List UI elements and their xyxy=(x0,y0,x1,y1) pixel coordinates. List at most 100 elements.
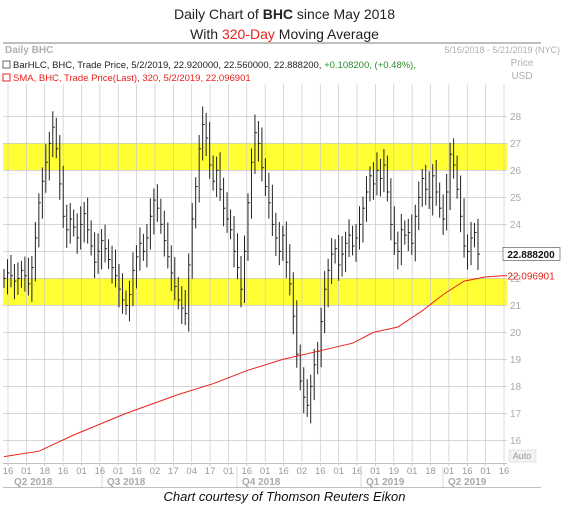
last-price-label: 22.888200 xyxy=(507,250,555,261)
price-bar xyxy=(156,184,160,222)
axis-title-price: Price xyxy=(511,58,534,69)
price-bar xyxy=(101,228,104,270)
price-bar xyxy=(338,234,341,281)
price-bar xyxy=(306,379,310,417)
date-range-label: 5/16/2018 - 5/21/2019 (NYC) xyxy=(444,45,560,55)
y-tick-label: 18 xyxy=(510,382,522,393)
price-bar xyxy=(352,225,355,256)
y-tick-label: 25 xyxy=(510,193,522,204)
price-bar xyxy=(425,164,428,206)
legend-change: +0.108200, (+0.48%), xyxy=(324,60,416,71)
quarter-label: Q3 2018 xyxy=(107,477,146,488)
price-bar xyxy=(460,175,463,233)
price-bar xyxy=(10,254,13,288)
price-bar xyxy=(135,245,139,289)
price-bar xyxy=(184,290,188,326)
price-bar xyxy=(324,271,327,334)
price-bar xyxy=(292,272,296,335)
chart-title-line2: With 320-Day Moving Average xyxy=(190,26,379,42)
price-bar xyxy=(31,255,34,302)
y-tick-label: 22 xyxy=(510,274,522,285)
price-bar xyxy=(327,258,331,308)
price-bar xyxy=(421,169,425,207)
price-bar xyxy=(52,111,55,158)
price-bar xyxy=(432,164,435,216)
auto-scale-button[interactable] xyxy=(508,449,537,463)
price-bar xyxy=(24,256,27,292)
quarter-label: Q1 2019 xyxy=(366,477,405,488)
price-bar xyxy=(66,204,69,248)
price-bar xyxy=(365,176,369,222)
price-bar xyxy=(209,122,212,179)
x-tick-label: 04 xyxy=(186,466,197,477)
sma-value-label: 22.096901 xyxy=(507,271,555,282)
price-bar xyxy=(240,255,243,308)
y-tick-label: 24 xyxy=(510,220,522,231)
price-bar xyxy=(348,219,352,258)
price-bar xyxy=(223,177,226,227)
price-bar xyxy=(247,193,250,261)
price-bar xyxy=(250,148,254,219)
price-bar xyxy=(397,231,400,270)
x-tick-label: 01 xyxy=(260,466,271,477)
price-bar xyxy=(362,196,365,243)
price-bar xyxy=(446,173,449,231)
price-bar xyxy=(261,127,264,182)
x-tick-label: 01 xyxy=(444,466,455,477)
price-bar xyxy=(20,260,24,288)
x-tick-label: 16 xyxy=(131,466,142,477)
price-bar xyxy=(139,227,142,271)
x-tick-label: 02 xyxy=(297,466,308,477)
x-tick-label: 01 xyxy=(370,466,381,477)
price-bar xyxy=(13,264,17,300)
price-bar xyxy=(167,222,170,269)
price-bar xyxy=(149,198,153,250)
chart-bottom-divider xyxy=(3,487,541,488)
price-bar xyxy=(146,224,149,268)
price-bar xyxy=(205,112,209,157)
price-bar xyxy=(3,268,6,288)
last-price-tag: 22.888200 xyxy=(502,247,561,261)
price-bar xyxy=(41,167,45,219)
y-axis: 16171819202122232425262728 xyxy=(510,112,522,447)
price-bar xyxy=(264,158,268,197)
x-tick-label: 16 xyxy=(462,466,473,477)
y-tick-label: 21 xyxy=(510,301,522,312)
price-bar xyxy=(376,152,379,196)
x-tick-label: 16 xyxy=(352,466,363,477)
price-bar xyxy=(435,159,439,206)
price-bar xyxy=(334,239,338,264)
x-tick-label: 16 xyxy=(278,466,289,477)
price-bar xyxy=(320,307,324,368)
price-bar xyxy=(118,264,122,308)
price-bar xyxy=(393,206,397,255)
sma-line xyxy=(3,275,508,458)
price-bar xyxy=(55,117,59,159)
price-bar xyxy=(463,198,467,258)
price-bar xyxy=(163,210,167,257)
price-bar xyxy=(359,206,362,250)
price-bar xyxy=(6,259,10,295)
price-bars xyxy=(3,106,480,424)
chart-caption: Chart courtesy of Thomson Reuters Eikon xyxy=(163,489,406,504)
price-bar xyxy=(76,213,80,254)
price-bar xyxy=(177,277,181,310)
price-bar xyxy=(439,182,442,218)
price-bar xyxy=(45,144,48,193)
price-bar xyxy=(195,177,198,229)
price-bar xyxy=(73,209,76,237)
price-bar xyxy=(275,212,278,256)
price-bar xyxy=(160,198,163,234)
price-bar xyxy=(268,172,271,219)
price-bar xyxy=(174,257,177,301)
price-bar xyxy=(216,156,219,198)
grid-lines xyxy=(3,84,507,462)
price-bar xyxy=(369,166,372,202)
x-tick-label: 16 xyxy=(3,466,14,477)
price-bar xyxy=(188,253,191,332)
price-bar xyxy=(108,239,111,269)
y-tick-label: 26 xyxy=(510,166,522,177)
price-bar xyxy=(153,188,156,235)
y-tick-label: 27 xyxy=(510,139,522,150)
